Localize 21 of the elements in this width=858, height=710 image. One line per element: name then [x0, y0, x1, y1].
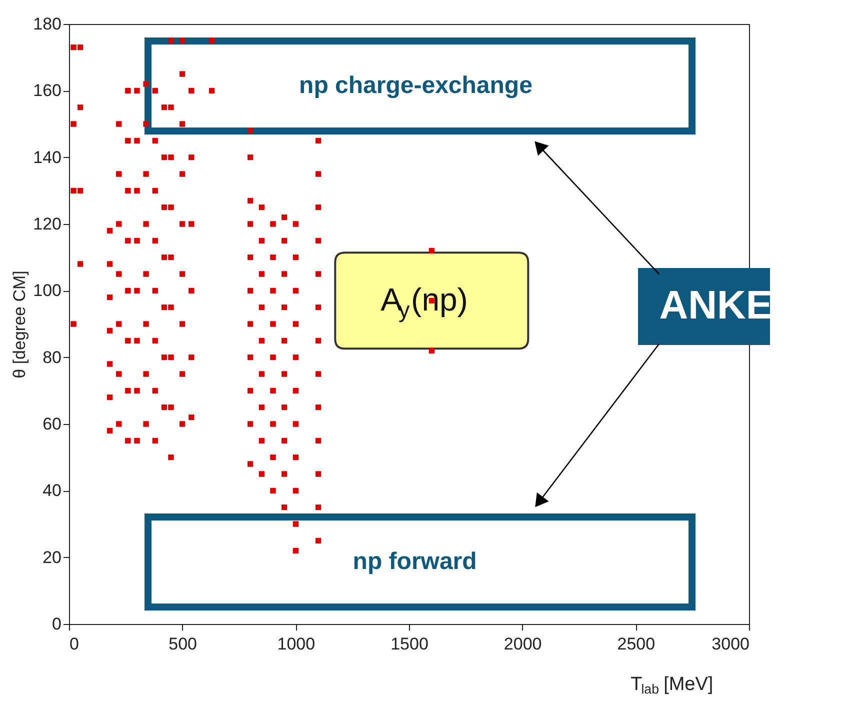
y-tick-label: 120	[33, 214, 62, 234]
y-tick-label: 40	[42, 481, 62, 500]
y-tick-label: 0	[52, 614, 62, 634]
x-tick-label: 1000	[277, 634, 316, 654]
x-tick-label: 0	[70, 634, 79, 654]
x-tick-label: 3000	[712, 634, 750, 654]
y-tick-label: 140	[33, 148, 62, 167]
y-tick-label: 100	[33, 281, 62, 300]
y-axis-title: θ [degree CM]	[10, 270, 30, 378]
x-tick-label: 2500	[617, 634, 656, 654]
annotation: np forward	[352, 548, 477, 575]
y-tick-label: 160	[33, 81, 62, 100]
x-tick-label: 1500	[390, 634, 428, 654]
annotation: ANKE	[659, 284, 773, 328]
x-tick-label: 2000	[504, 634, 542, 654]
y-tick-label: 80	[42, 348, 62, 367]
x-tick-label: 500	[168, 634, 198, 654]
y-tick-label: 180	[33, 14, 62, 34]
y-tick-label: 60	[42, 414, 62, 434]
y-tick-label: 20	[42, 548, 62, 567]
annotation: np charge-exchange	[299, 72, 532, 99]
